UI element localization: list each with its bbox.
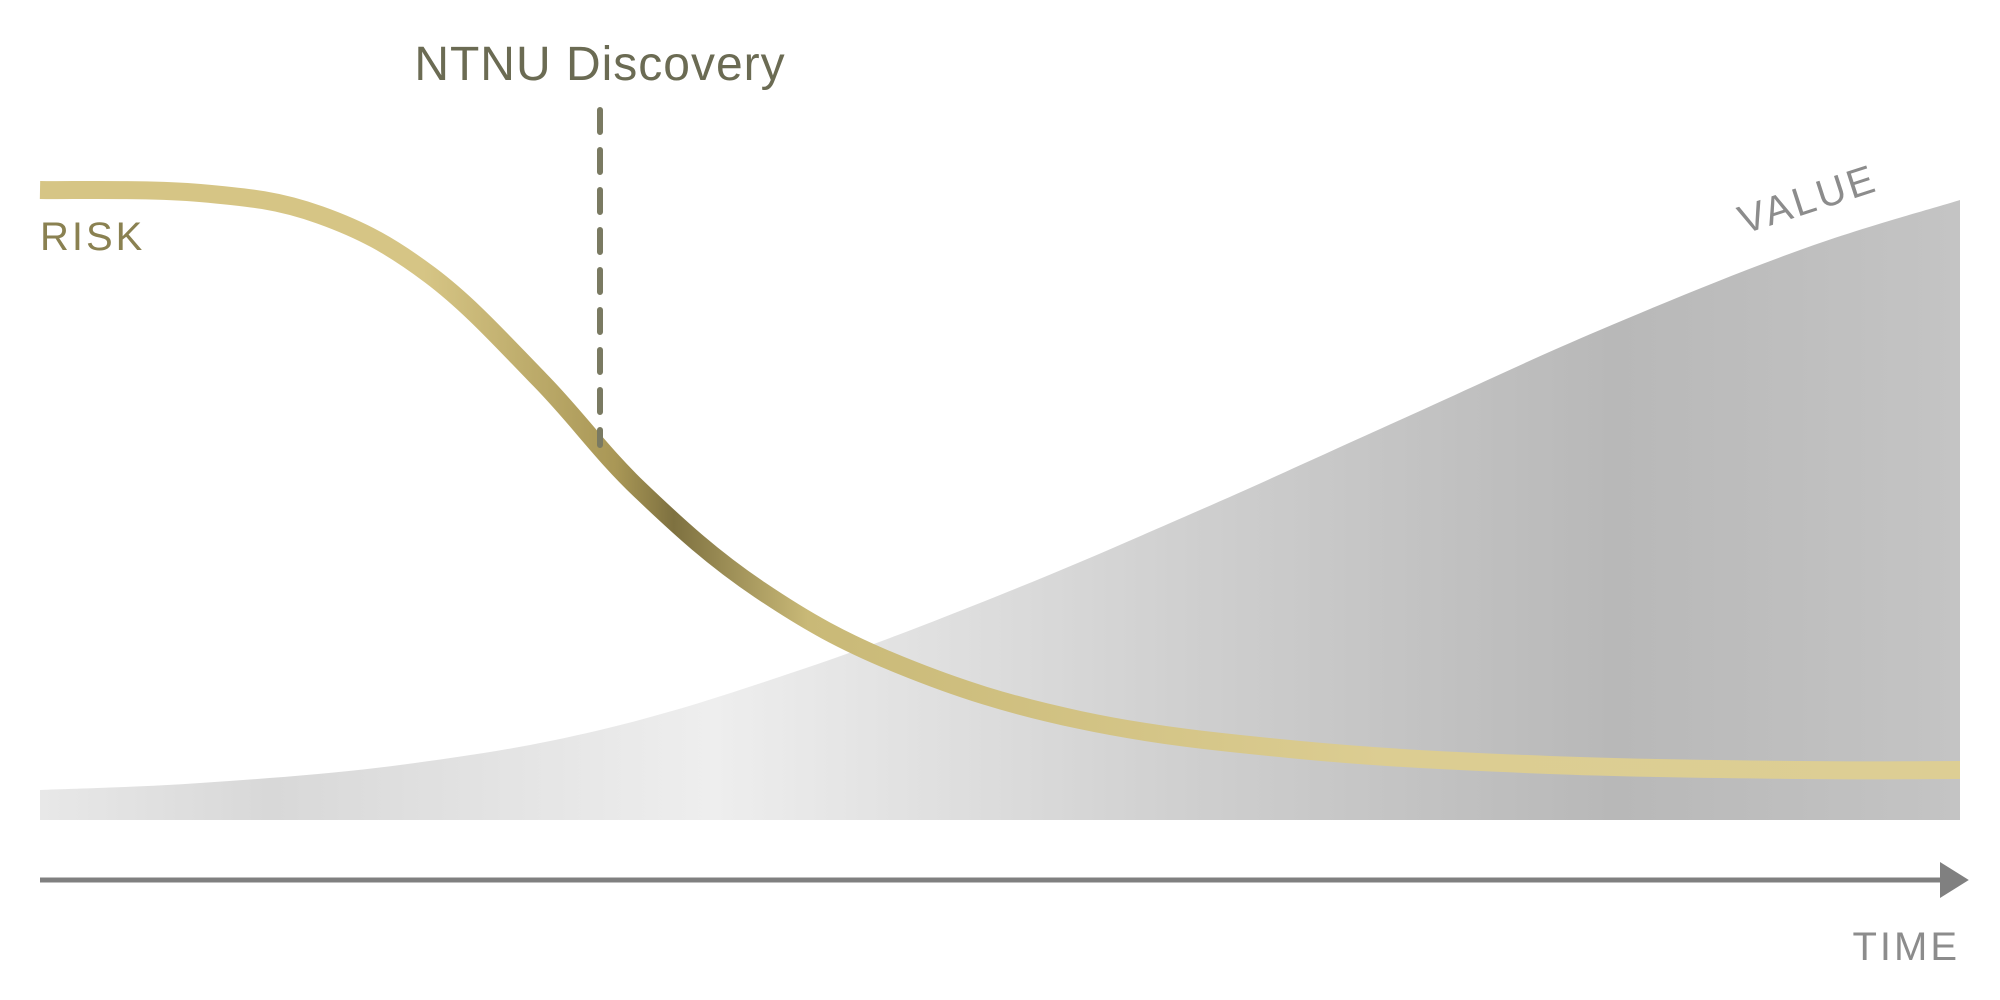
risk-label: RISK [40,215,145,259]
annotation-label: NTNU Discovery [414,38,785,91]
time-axis-label: TIME [1852,925,1960,969]
value-area [40,200,1960,820]
risk-value-chart: NTNU DiscoveryRISKVALUETIME [0,0,2000,1000]
chart-svg: NTNU DiscoveryRISKVALUETIME [0,0,2000,1000]
time-axis-arrowhead-icon [1940,862,1969,898]
